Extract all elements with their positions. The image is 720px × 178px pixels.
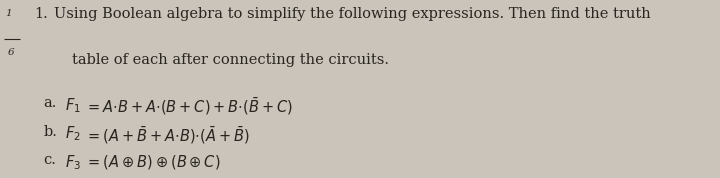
Text: $= (A + \bar{B} + A{\cdot}B){\cdot}(\bar{A} + \bar{B})$: $= (A + \bar{B} + A{\cdot}B){\cdot}(\bar…: [85, 125, 250, 146]
Text: b.: b.: [43, 125, 57, 139]
Text: c.: c.: [43, 153, 56, 167]
Text: $F_2$: $F_2$: [65, 125, 81, 143]
Text: $F_3$: $F_3$: [65, 153, 81, 172]
Text: table of each after connecting the circuits.: table of each after connecting the circu…: [72, 53, 389, 67]
Text: 1.: 1.: [35, 7, 48, 21]
Text: $= A{\cdot}B + A{\cdot}(B + C) + B{\cdot}(\bar{B} + C)$: $= A{\cdot}B + A{\cdot}(B + C) + B{\cdot…: [85, 96, 293, 117]
Text: a.: a.: [43, 96, 57, 110]
Text: 6: 6: [8, 48, 14, 57]
Text: 1: 1: [6, 9, 12, 18]
Text: $= (A \oplus B) \oplus (B \oplus C)$: $= (A \oplus B) \oplus (B \oplus C)$: [85, 153, 220, 171]
Text: $F_1$: $F_1$: [65, 96, 81, 115]
Text: Using Boolean algebra to simplify the following expressions. Then find the truth: Using Boolean algebra to simplify the fo…: [54, 7, 651, 21]
